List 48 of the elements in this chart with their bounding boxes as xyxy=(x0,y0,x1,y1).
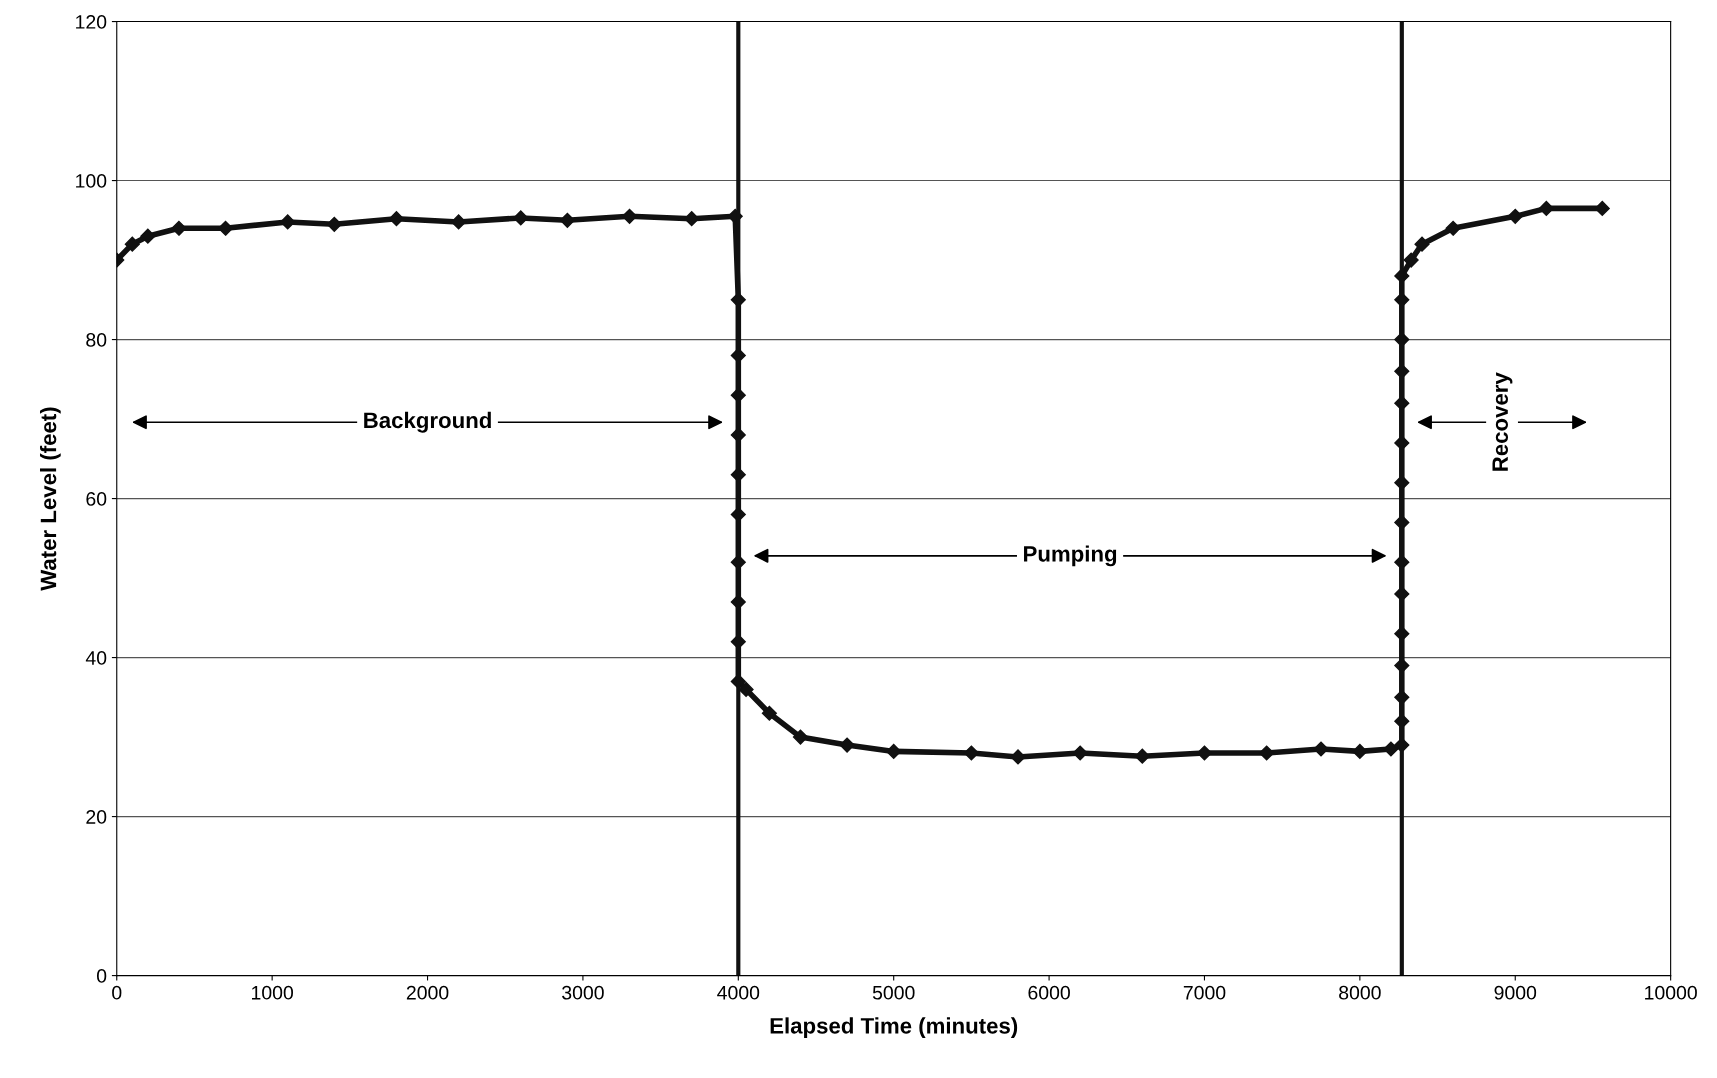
y-axis-title: Water Level (feet) xyxy=(39,407,61,591)
y-tick-label: 0 xyxy=(96,969,107,983)
point xyxy=(1313,741,1329,757)
y-tick-label: 80 xyxy=(86,333,107,347)
x-tick-label: 8000 xyxy=(1339,985,1381,1000)
x-tick-label: 3000 xyxy=(562,985,604,1000)
y-tick-label: 100 xyxy=(76,174,107,188)
x-axis-title: Elapsed Time (minutes) xyxy=(770,1017,1018,1039)
point xyxy=(1445,220,1461,236)
point xyxy=(388,211,405,227)
y-tick-label: 40 xyxy=(85,651,107,665)
annotation: Recovery xyxy=(1492,372,1513,471)
x-tick-label: 2000 xyxy=(406,985,449,1000)
point xyxy=(1414,236,1430,252)
x-tick-label: 7000 xyxy=(1183,985,1226,1000)
point xyxy=(761,705,777,721)
x-tick-label: 9000 xyxy=(1494,985,1537,1000)
point xyxy=(1538,200,1554,216)
point xyxy=(1352,743,1368,759)
x-tick-label: 1000 xyxy=(252,985,294,1000)
point xyxy=(124,236,140,252)
point xyxy=(1507,208,1523,224)
y-tick-label: 60 xyxy=(86,492,107,506)
point xyxy=(1403,252,1419,268)
point xyxy=(171,220,187,236)
point xyxy=(1072,745,1088,761)
point xyxy=(1134,748,1150,764)
point xyxy=(559,212,575,228)
y-tick-label: 120 xyxy=(76,15,107,29)
x-tick-label: 0 xyxy=(112,985,122,1000)
point xyxy=(738,681,754,697)
x-tick-label: 5000 xyxy=(872,985,915,1000)
x-tick-label: 10000 xyxy=(1645,985,1697,1000)
x-tick-label: 6000 xyxy=(1028,985,1070,1000)
x-tick-label: 4000 xyxy=(717,985,760,1000)
point xyxy=(326,216,342,232)
point xyxy=(513,210,529,226)
y-tick-label: 20 xyxy=(86,810,107,824)
point xyxy=(1259,745,1275,761)
point xyxy=(140,228,156,244)
point xyxy=(839,737,855,753)
point xyxy=(280,214,296,230)
annotation: Pumping xyxy=(1024,545,1117,567)
point xyxy=(451,214,467,230)
point xyxy=(1010,749,1026,765)
point xyxy=(963,745,979,761)
annotation: Background xyxy=(364,411,491,433)
point xyxy=(792,729,809,745)
